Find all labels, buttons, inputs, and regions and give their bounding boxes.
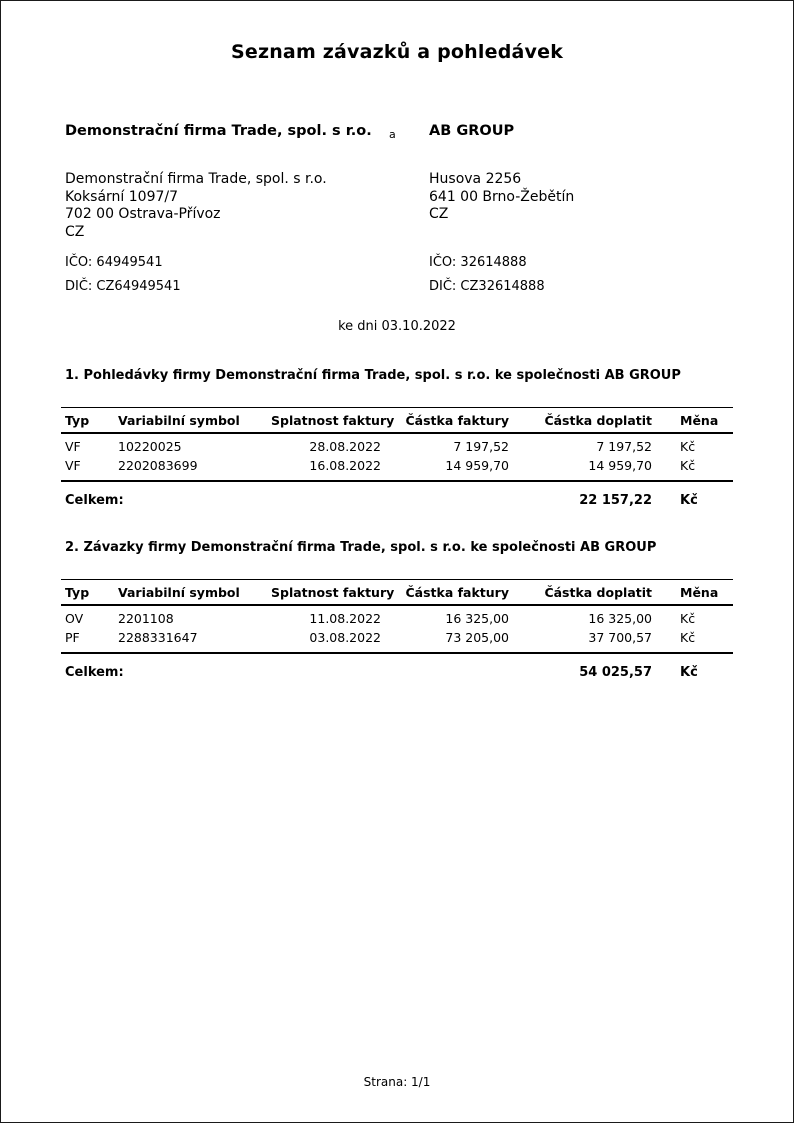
total-currency: Kč [680,665,698,680]
cell-typ: OV [65,611,84,626]
conjunction-label: a [389,128,396,141]
cell-variabilni-symbol: 10220025 [118,439,182,454]
address-line: Koksární 1097/7 [65,188,179,205]
cell-splatnost: 03.08.2022 [309,630,381,645]
cell-mena: Kč [680,630,696,645]
cell-splatnost: 11.08.2022 [309,611,381,626]
right-company-address: Husova 2256 641 00 Brno-Žebětín CZ [429,171,733,224]
table-row: PF 2288331647 03.08.2022 73 205,00 37 70… [61,628,733,653]
cell-variabilni-symbol: 2202083699 [118,458,198,473]
col-header-castka-doplatit: Částka doplatit [544,585,652,600]
cell-castka-doplatit: 16 325,00 [588,611,652,626]
cell-castka-doplatit: 37 700,57 [588,630,652,645]
cell-mena: Kč [680,439,696,454]
page-number: Strana: 1/1 [363,1075,431,1089]
col-header-splatnost-faktury: Splatnost faktury [271,413,395,428]
total-label: Celkem: [65,665,124,680]
right-ico: IČO: 32614888 [429,255,527,270]
cell-castka-doplatit: 7 197,52 [596,439,652,454]
address-line: 702 00 Ostrava-Přívoz [65,206,221,222]
cell-castka-faktury: 73 205,00 [445,630,509,645]
left-company-ids: IČO: 64949541 DIČ: CZ64949541 [65,255,429,303]
col-header-castka-doplatit: Částka doplatit [544,413,652,428]
total-value: 22 157,22 [579,493,652,508]
address-line: CZ [429,206,449,222]
cell-castka-faktury: 16 325,00 [445,611,509,626]
right-company-ids: IČO: 32614888 DIČ: CZ32614888 [429,255,733,303]
total-value: 54 025,57 [579,665,652,680]
col-header-castka-faktury: Částka faktury [405,585,510,600]
as-of-date: ke dni 03.10.2022 [338,319,456,334]
total-row: Celkem: 22 157,22 Kč [61,481,733,510]
col-header-variabilni-symbol: Variabilní symbol [118,413,240,428]
address-line: Demonstrační firma Trade, spol. s r.o. [65,171,327,187]
cell-typ: VF [65,439,81,454]
cell-mena: Kč [680,611,696,626]
left-dic: DIČ: CZ64949541 [65,279,181,294]
company-ids-block: IČO: 64949541 DIČ: CZ64949541 IČO: 32614… [65,255,733,303]
left-company-name: Demonstrační firma Trade, spol. s r.o. [65,123,372,139]
col-header-castka-faktury: Částka faktury [405,413,510,428]
total-label: Celkem: [65,493,124,508]
col-header-typ: Typ [65,413,90,428]
col-header-variabilni-symbol: Variabilní symbol [118,585,240,600]
table-row: OV 2201108 11.08.2022 16 325,00 16 325,0… [61,605,733,628]
col-header-typ: Typ [65,585,90,600]
cell-castka-faktury: 7 197,52 [453,439,509,454]
page-title: Seznam závazků a pohledávek [230,41,564,63]
cell-variabilni-symbol: 2201108 [118,611,174,626]
table-row: VF 2202083699 16.08.2022 14 959,70 14 95… [61,456,733,481]
col-header-mena: Měna [680,585,719,600]
receivables-table: Typ Variabilní symbol Splatnost faktury … [61,407,733,510]
parties-block: Demonstrační firma Trade, spol. s r.o. D… [65,123,733,241]
right-dic: DIČ: CZ32614888 [429,279,545,294]
cell-splatnost: 28.08.2022 [309,439,381,454]
address-line: 641 00 Brno-Žebětín [429,188,575,205]
left-company-address: Demonstrační firma Trade, spol. s r.o. K… [65,171,381,241]
section-1-heading: 1. Pohledávky firmy Demonstrační firma T… [65,368,681,383]
table-row: VF 10220025 28.08.2022 7 197,52 7 197,52… [61,433,733,456]
section-2-heading: 2. Závazky firmy Demonstrační firma Trad… [65,540,657,555]
total-currency: Kč [680,493,698,508]
cell-typ: VF [65,458,81,473]
cell-typ: PF [65,630,80,645]
total-row: Celkem: 54 025,57 Kč [61,653,733,682]
party-right: AB GROUP Husova 2256 641 00 Brno-Žebětín… [429,123,733,241]
address-line: Husova 2256 [429,171,522,187]
col-header-splatnost-faktury: Splatnost faktury [271,585,395,600]
right-company-name: AB GROUP [429,123,515,139]
cell-variabilni-symbol: 2288331647 [118,630,198,645]
address-line: CZ [65,223,85,240]
party-left: Demonstrační firma Trade, spol. s r.o. D… [65,123,381,241]
col-header-mena: Měna [680,413,719,428]
table-header-row: Typ Variabilní symbol Splatnost faktury … [61,579,733,605]
liabilities-table: Typ Variabilní symbol Splatnost faktury … [61,579,733,682]
left-ico: IČO: 64949541 [65,255,163,270]
cell-splatnost: 16.08.2022 [309,458,381,473]
cell-castka-faktury: 14 959,70 [445,458,509,473]
document-content: Seznam závazků a pohledávek Demonstrační… [1,41,793,682]
cell-castka-doplatit: 14 959,70 [588,458,652,473]
cell-mena: Kč [680,458,696,473]
table-header-row: Typ Variabilní symbol Splatnost faktury … [61,407,733,433]
